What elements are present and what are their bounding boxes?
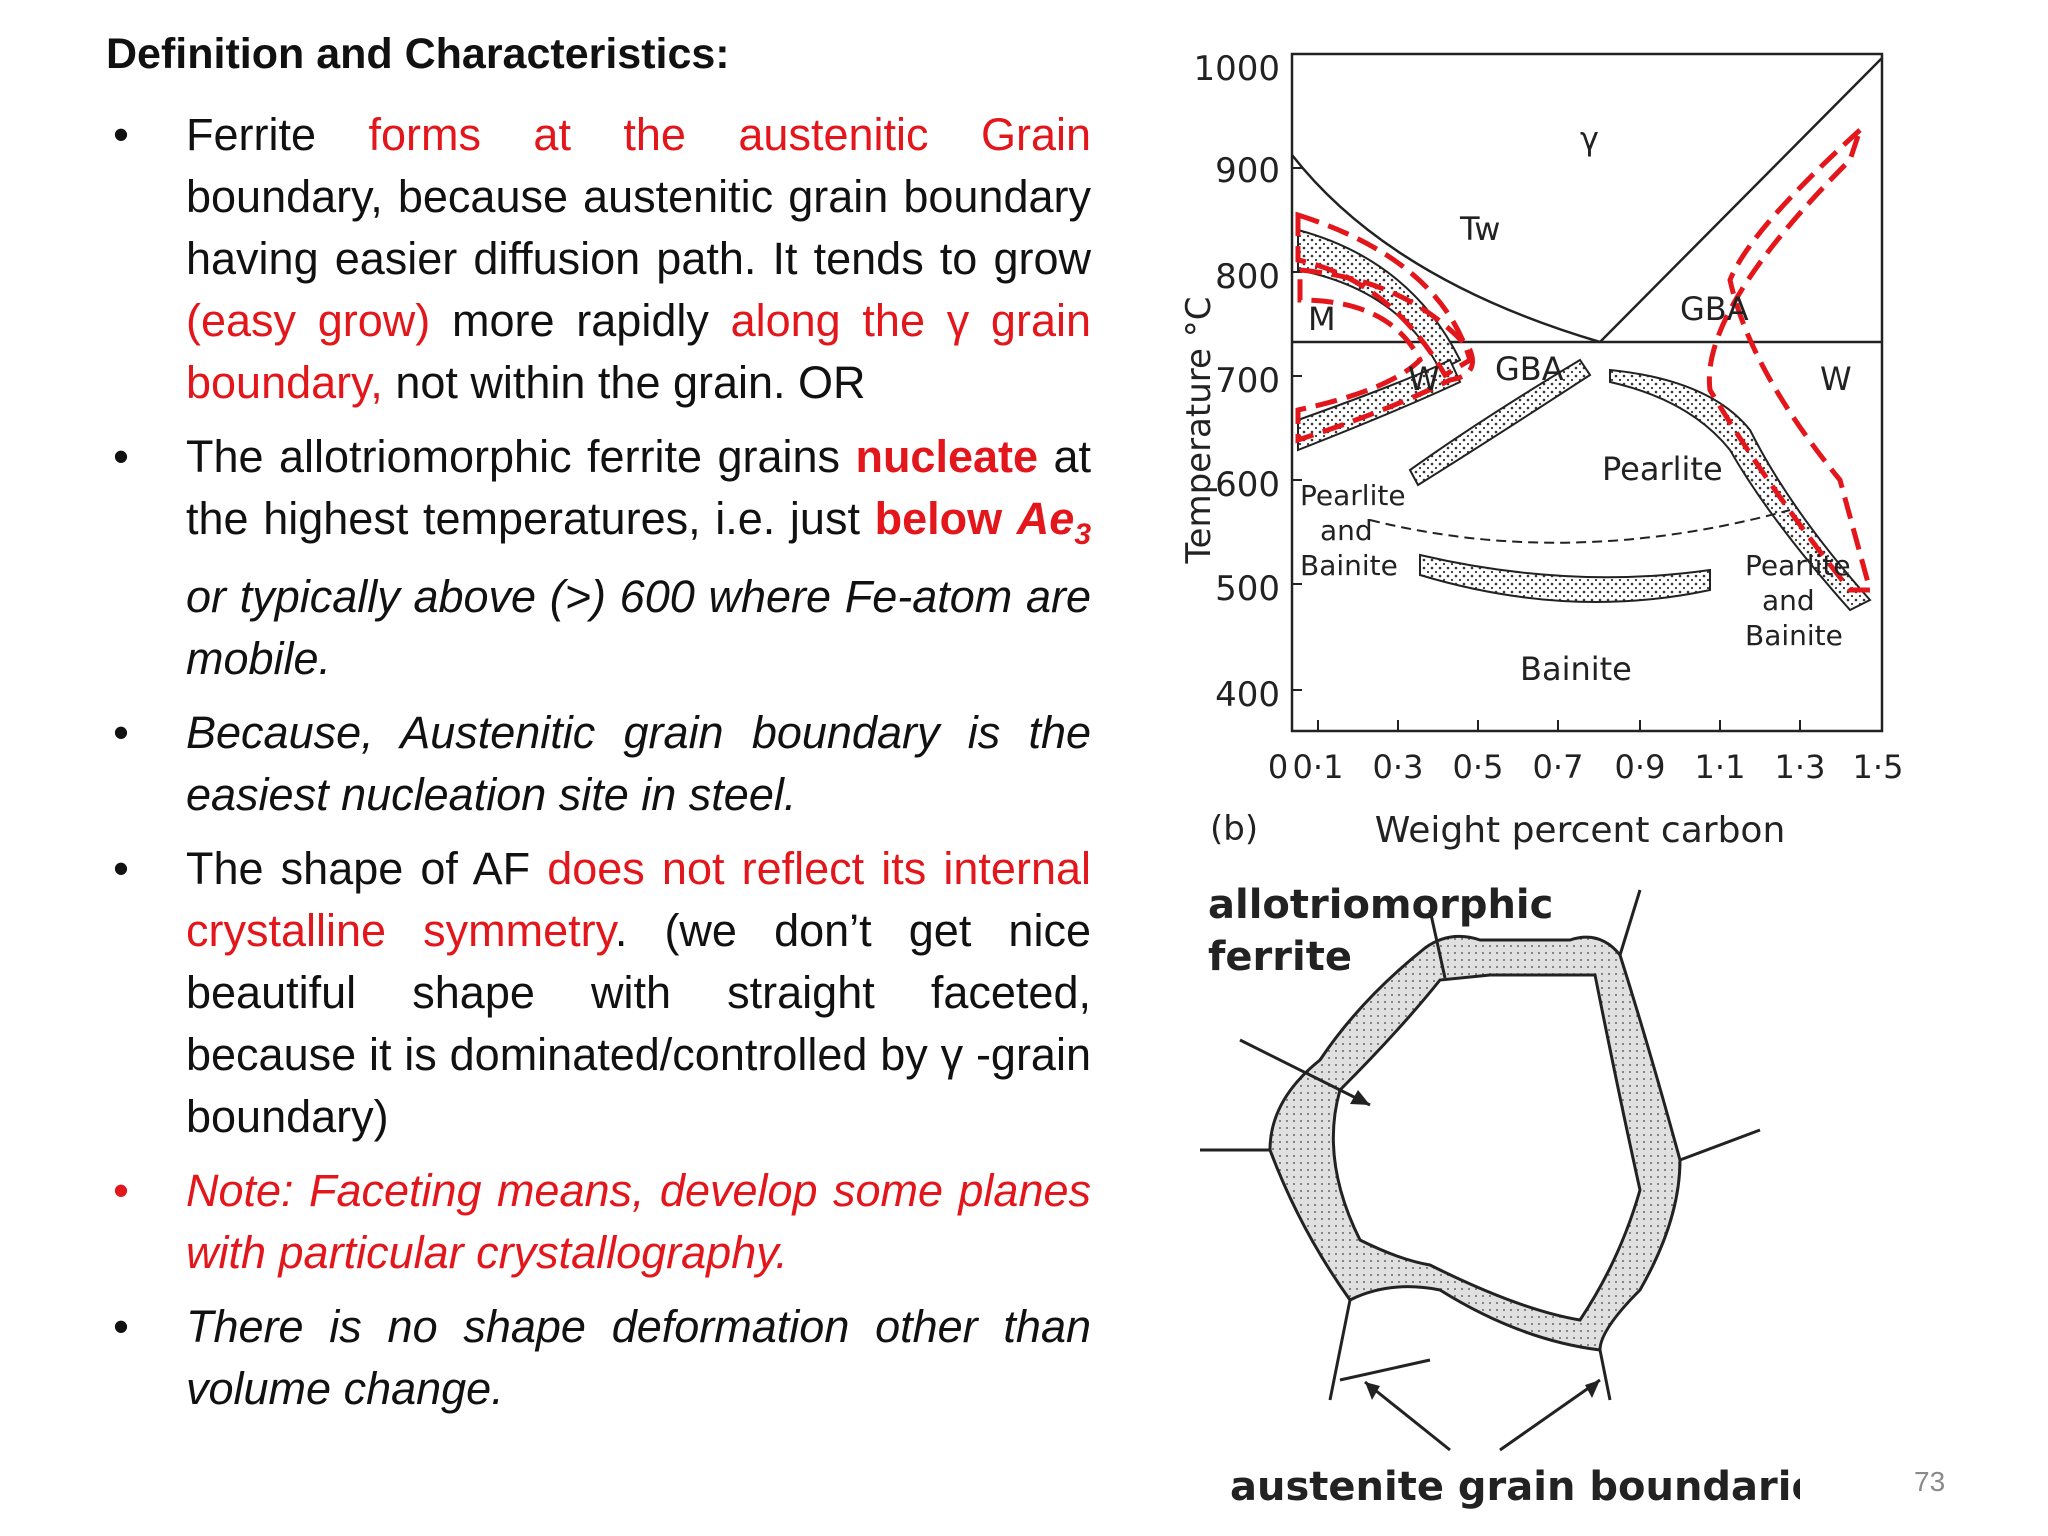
slide-heading: Definition and Characteristics: [106, 30, 730, 78]
arrow-icon [1339, 1358, 1431, 1382]
band-bainite [1419, 553, 1711, 603]
austenite-grain-boundaries-label: austenite grain boundaries [1230, 1464, 1800, 1510]
band-gba-right [1609, 368, 1872, 612]
region-bainite: Bainite [1520, 650, 1632, 688]
bullet-item: • There is no shape deformation other th… [106, 1296, 1091, 1420]
highlight-text: forms at the austenitic Grain [368, 109, 1091, 160]
bullet-dot: • [113, 431, 129, 482]
bullet-text: more rapidly [430, 295, 731, 346]
x-axis: 0 0·1 0·3 0·5 0·7 0·9 1·1 1·3 1·5 [1268, 748, 1904, 786]
bullet-text: The shape of AF [186, 843, 548, 894]
highlight-text: Ae [1016, 493, 1075, 544]
bullet-text: boundary, because austenitic grain bound… [186, 171, 1091, 284]
bullet-dot: • [113, 843, 129, 894]
x-tick-label: 1·3 [1775, 748, 1826, 786]
x-tick-label: 0·5 [1453, 748, 1504, 786]
y-axis: 1000 900 800 700 600 500 400 [1193, 49, 1280, 715]
red-highlight-group [1295, 121, 1874, 593]
y-tick-label: 600 [1215, 465, 1280, 505]
region-gamma: γ [1580, 120, 1599, 158]
ae3-line [1291, 154, 1601, 344]
region-pearlite-bainite-right: Pearlite and Bainite [1745, 549, 1851, 652]
allotriomorphic-ferrite-label: allotriomorphic [1208, 882, 1553, 928]
ferrite-layer [1268, 934, 1682, 1352]
arrowhead-icon [1365, 1382, 1380, 1400]
bullet-item: • Because, Austenitic grain boundary is … [106, 702, 1091, 826]
highlight-text: along the γ grain boundary, [186, 295, 1091, 408]
y-tick-label: 900 [1215, 151, 1280, 191]
x-tick-label: 0·3 [1373, 748, 1424, 786]
red-highlight [1295, 267, 1475, 444]
x-tick-label: 1·1 [1695, 748, 1746, 786]
region-pearlite: Pearlite [1602, 450, 1723, 488]
svg-text:Pearlite: Pearlite [1300, 479, 1406, 512]
highlight-text: does not reflect its internal crystallin… [186, 843, 1091, 956]
plot-frame [1290, 52, 1884, 733]
bullet-text: at the highest temperatures, i.e. just [186, 431, 1091, 544]
y-tick-label: 500 [1215, 569, 1280, 609]
bullet-text: . (we don’t get nice beautiful shape wit… [186, 905, 1091, 1142]
bullet-text: not within the grain. OR [382, 357, 866, 408]
highlight-text: (easy grow) [186, 295, 431, 346]
bullet-list: • Ferrite forms at the austenitic Grain … [106, 104, 1091, 1432]
x-axis-title: Weight percent carbon [1375, 810, 1786, 851]
highlight-text: nucleate [855, 431, 1039, 482]
bullet-dot: • [113, 1301, 129, 1352]
y-axis-title: Temperature °C [1179, 297, 1219, 565]
svg-text:Pearlite: Pearlite [1745, 549, 1851, 582]
x-tick-label: 0·1 [1293, 748, 1344, 786]
grain-boundary-schematic: allotriomorphic ferrite austenite grain … [1200, 882, 1800, 1510]
pearlite-dashed-line [1369, 509, 1791, 544]
highlight-text: below [874, 493, 1017, 544]
bullet-text: Ferrite [186, 109, 369, 160]
bullet-dot: • [113, 109, 129, 160]
red-highlight [1706, 121, 1874, 593]
svg-text:and: and [1320, 514, 1373, 547]
arrowhead-icon [1585, 1380, 1600, 1398]
region-pearlite-bainite-left: Pearlite and Bainite [1300, 479, 1406, 582]
bullet-dot: • [113, 707, 129, 758]
svg-text:Bainite: Bainite [1745, 619, 1843, 652]
region-m: M [1308, 300, 1336, 338]
italic-text: Because, Austenitic grain boundary is th… [186, 707, 1091, 820]
y-tick-label: 1000 [1193, 49, 1280, 89]
italic-text: or typically above (>) 600 where Fe-atom… [186, 571, 1091, 684]
region-gba-right: GBA [1680, 290, 1749, 328]
note-text: Note: Faceting means, develop some plane… [186, 1165, 1091, 1278]
allotriomorphic-ferrite-label: ferrite [1208, 934, 1352, 980]
band-gba-left [1408, 358, 1592, 487]
bullet-item: • Ferrite forms at the austenitic Grain … [106, 104, 1091, 414]
region-w-left: W [1408, 360, 1440, 398]
dube-morphology-diagram: 1000 900 800 700 600 500 400 0 0·1 0·3 0… [1179, 49, 1904, 851]
bullet-item: • The allotriomorphic ferrite grains nuc… [106, 426, 1091, 690]
bullet-dot: • [113, 1165, 129, 1216]
x-tick-label: 0·7 [1533, 748, 1584, 786]
region-w-right: W [1820, 360, 1852, 398]
bullet-item-note: • Note: Faceting means, develop some pla… [106, 1160, 1091, 1284]
x-tick-label: 0·9 [1615, 748, 1666, 786]
y-tick-label: 800 [1215, 257, 1280, 297]
acm-line [1599, 57, 1883, 343]
svg-text:Bainite: Bainite [1300, 549, 1398, 582]
region-tw: Tw [1459, 210, 1500, 248]
x-tick-label: 0 [1268, 748, 1288, 786]
bullet-text: The allotriomorphic ferrite grains [186, 431, 856, 482]
bullet-item: • The shape of AF does not reflect its i… [106, 838, 1091, 1148]
panel-label: (b) [1210, 809, 1258, 849]
y-tick-label: 400 [1215, 675, 1280, 715]
arrowhead-icon [1350, 1090, 1370, 1105]
subscript-text: 3 [1074, 518, 1092, 551]
italic-text: There is no shape deformation other than… [186, 1301, 1091, 1414]
slide-number: 73 [1914, 1466, 1946, 1497]
region-gba-left: GBA [1495, 350, 1564, 388]
region-labels: γ Tw M W GBA GBA W Pearlite Bainite [1308, 120, 1852, 688]
svg-text:and: and [1762, 584, 1815, 617]
y-tick-label: 700 [1215, 361, 1280, 401]
x-tick-label: 1·5 [1853, 748, 1904, 786]
